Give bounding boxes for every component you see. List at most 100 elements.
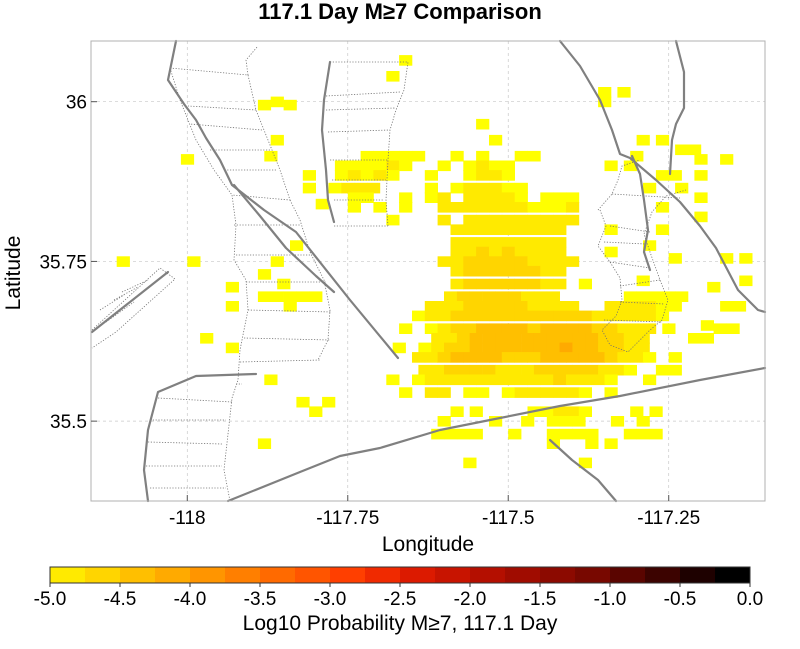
colorbar: [49, 566, 751, 584]
heatmap-cell: [623, 364, 637, 376]
heatmap-cell: [501, 387, 515, 398]
heatmap-cell: [437, 352, 451, 363]
heatmap-cell: [456, 364, 471, 376]
heatmap-cell: [450, 352, 464, 363]
heatmap-cell: [399, 202, 413, 213]
heatmap-cell: [476, 192, 490, 203]
heatmap-cell: [527, 202, 541, 213]
heatmap-cell: [463, 224, 477, 235]
heatmap-cell: [489, 265, 503, 277]
heatmap-cell: [489, 192, 503, 203]
heatmap-cell: [501, 182, 515, 194]
heatmap-cell: [514, 214, 528, 226]
heatmap-cell: [360, 150, 374, 162]
heatmap-cell: [514, 182, 528, 194]
heatmap-cell: [508, 364, 522, 376]
heatmap-cell: [463, 170, 477, 181]
heatmap-cell: [283, 291, 297, 302]
heatmap-cell: [514, 310, 528, 322]
heatmap-cell: [456, 428, 471, 440]
heatmap-cell: [527, 256, 541, 267]
heatmap-cell: [527, 237, 541, 248]
heatmap-cell: [527, 224, 541, 235]
heatmap-cell: [566, 301, 580, 312]
heatmap-cell: [720, 301, 734, 312]
heatmap-cell: [450, 265, 464, 277]
heatmap-cell: [540, 202, 554, 213]
heatmap-cell: [373, 150, 387, 162]
x-axis-ticks: -118 -117.75 -117.5 -117.25: [169, 495, 700, 529]
heatmap-cell: [578, 457, 592, 469]
heatmap-cell: [527, 310, 541, 322]
heatmap-cell: [489, 310, 503, 322]
heatmap-cell: [578, 323, 592, 334]
heatmap-cell: [437, 301, 451, 312]
heatmap-cell: [585, 333, 599, 344]
heatmap-cell: [636, 428, 650, 440]
heatmap-cell: [617, 87, 631, 98]
heatmap-cell: [463, 310, 477, 322]
heatmap-cell: [476, 237, 490, 248]
heatmap-cell: [514, 237, 528, 248]
heatmap-cell: [347, 170, 361, 181]
heatmap-cell: [566, 256, 580, 267]
heatmap-cell: [521, 342, 535, 354]
heatmap-cell: [553, 256, 567, 267]
heatmap-cell: [553, 265, 567, 277]
heatmap-cell: [386, 150, 400, 162]
heatmap-cell: [424, 310, 438, 322]
heatmap-cell: [578, 387, 592, 398]
heatmap-cell: [604, 352, 618, 363]
heatmap-cell: [431, 364, 445, 376]
heatmap-cell: [225, 281, 239, 293]
colorbar-tick-label: -2.5: [384, 589, 417, 610]
heatmap-cell: [675, 144, 689, 156]
heatmap-cell: [463, 387, 477, 398]
heatmap-cell: [489, 278, 503, 290]
heatmap-cell: [527, 301, 541, 312]
heatmap-cell: [489, 214, 503, 226]
heatmap-cell: [463, 352, 477, 363]
plot-area: [90, 39, 767, 503]
heatmap-cell: [437, 374, 451, 386]
y-tick-label: 36: [66, 93, 87, 114]
heatmap-cell: [489, 182, 503, 194]
heatmap-cell: [463, 265, 477, 277]
heatmap-cell: [444, 428, 458, 440]
heatmap-cell: [456, 291, 471, 302]
y-tick-label: 35.75: [39, 252, 87, 273]
heatmap-cell: [257, 269, 272, 280]
heatmap-cell: [431, 333, 445, 344]
heatmap-cell: [585, 438, 599, 449]
heatmap-cell: [450, 237, 464, 248]
colorbar-swatch: [470, 567, 506, 583]
heatmap-cell: [399, 160, 413, 172]
heatmap-cell: [540, 301, 554, 312]
heatmap-cell: [598, 87, 612, 98]
heatmap-cell: [437, 416, 451, 427]
colorbar-swatch: [365, 567, 401, 583]
heatmap-cell: [489, 416, 503, 427]
heatmap-cell: [739, 253, 753, 264]
heatmap-cell: [713, 323, 727, 334]
heatmap-cell: [489, 224, 503, 235]
heatmap-cell: [707, 281, 721, 293]
heatmap-cell: [283, 99, 297, 111]
heatmap-cell: [610, 342, 625, 354]
heatmap-cell: [508, 428, 522, 440]
heatmap-cell: [469, 291, 483, 302]
heatmap-cell: [553, 323, 567, 334]
heatmap-cell: [501, 278, 515, 290]
heatmap-cell: [566, 214, 580, 226]
heatmap-cell: [399, 192, 413, 203]
heatmap-cell: [424, 301, 438, 312]
heatmap-cell: [566, 387, 580, 398]
heatmap-cell: [668, 301, 682, 312]
heatmap-cell: [360, 170, 374, 181]
heatmap-cell: [270, 134, 284, 146]
heatmap-cell: [630, 310, 644, 322]
heatmap-cell: [617, 301, 631, 312]
heatmap-cell: [501, 310, 515, 322]
heatmap-cell: [566, 192, 580, 203]
